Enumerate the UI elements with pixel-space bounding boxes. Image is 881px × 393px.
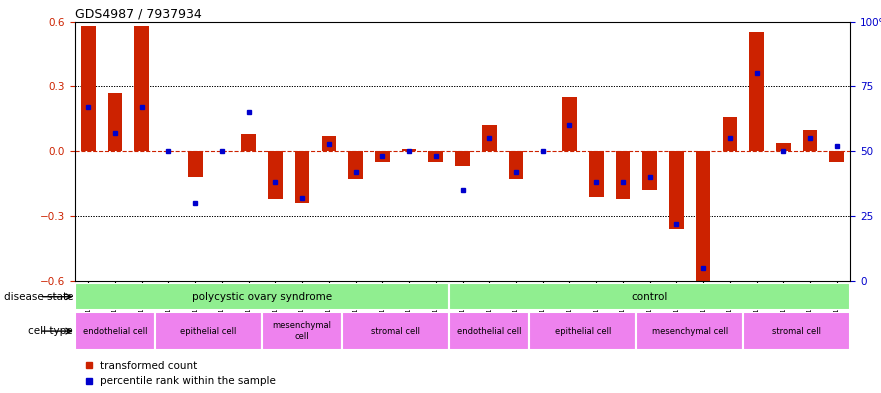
Bar — [722, 117, 737, 151]
Bar — [616, 151, 630, 199]
Text: mesenchymal cell: mesenchymal cell — [652, 327, 728, 336]
Bar — [803, 130, 818, 151]
Bar — [428, 151, 443, 162]
Bar — [776, 143, 790, 151]
Text: mesenchymal
cell: mesenchymal cell — [272, 321, 331, 341]
Bar — [829, 151, 844, 162]
Bar — [268, 151, 283, 199]
Text: GDS4987 / 7937934: GDS4987 / 7937934 — [75, 7, 202, 20]
Bar — [508, 151, 523, 179]
Text: control: control — [632, 292, 668, 302]
Bar — [348, 151, 363, 179]
Bar — [295, 151, 309, 203]
Bar — [188, 151, 203, 177]
Bar — [529, 312, 636, 350]
Bar — [342, 312, 449, 350]
Bar — [107, 93, 122, 151]
Bar — [75, 283, 449, 310]
Bar — [642, 151, 657, 190]
Bar — [449, 312, 529, 350]
Bar — [241, 134, 256, 151]
Text: epithelial cell: epithelial cell — [555, 327, 611, 336]
Legend: transformed count, percentile rank within the sample: transformed count, percentile rank withi… — [80, 357, 280, 391]
Bar — [81, 26, 96, 151]
Text: endothelial cell: endothelial cell — [457, 327, 522, 336]
Bar — [749, 33, 764, 151]
Bar — [262, 312, 342, 350]
Text: polycystic ovary syndrome: polycystic ovary syndrome — [192, 292, 332, 302]
Bar — [449, 283, 850, 310]
Bar — [375, 151, 389, 162]
Bar — [135, 26, 149, 151]
Bar — [562, 97, 577, 151]
Bar — [322, 136, 337, 151]
Text: stromal cell: stromal cell — [371, 327, 420, 336]
Bar — [669, 151, 684, 229]
Bar — [589, 151, 603, 196]
Text: stromal cell: stromal cell — [773, 327, 821, 336]
Text: disease state: disease state — [4, 292, 73, 302]
Bar — [455, 151, 470, 167]
Bar — [696, 151, 710, 281]
Bar — [636, 312, 744, 350]
Text: cell type: cell type — [28, 326, 73, 336]
Text: endothelial cell: endothelial cell — [83, 327, 147, 336]
Text: epithelial cell: epithelial cell — [181, 327, 237, 336]
Bar — [482, 125, 497, 151]
Bar — [155, 312, 262, 350]
Bar — [402, 149, 417, 151]
Bar — [744, 312, 850, 350]
Bar — [75, 312, 155, 350]
